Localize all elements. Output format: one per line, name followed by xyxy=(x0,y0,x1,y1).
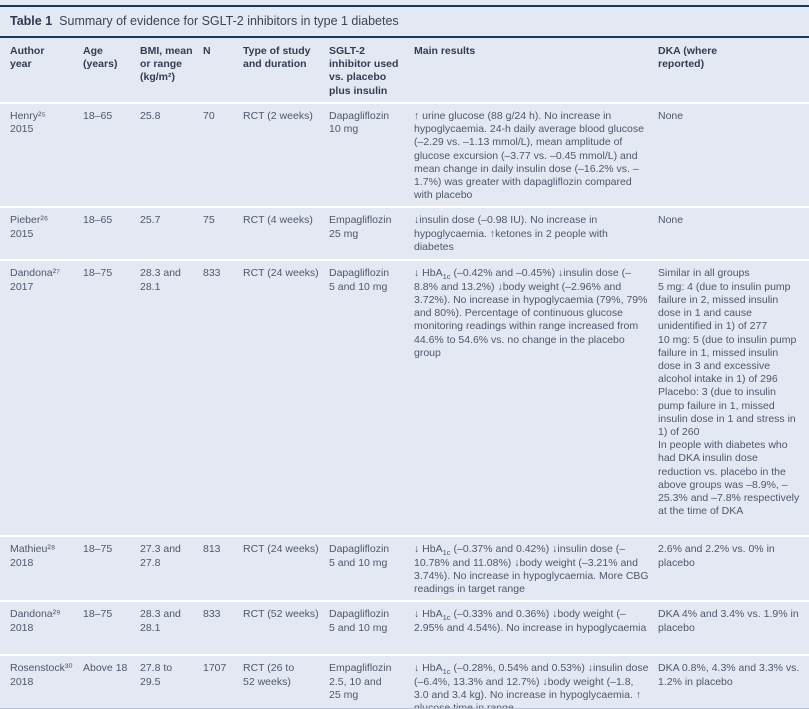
cell-study: RCT (4 weeks) xyxy=(243,208,329,262)
column-header-age: Age (years) xyxy=(83,38,140,104)
cell-age: 18–65 xyxy=(83,208,140,262)
column-header-inhibitor: SGLT-2 inhibitor used vs. placebo plus i… xyxy=(329,38,414,104)
cell-author: Rosenstock³⁰ 2018 xyxy=(10,662,73,688)
cell-main-results: ↑ urine glucose (88 g/24 h). No increase… xyxy=(414,104,658,209)
column-header-dka: DKA (where reported) xyxy=(658,38,809,104)
column-header-main-results: Main results xyxy=(414,38,658,104)
cell-age: 18–65 xyxy=(83,104,140,209)
evidence-table: Author year Age (years) BMI, mean or ran… xyxy=(0,38,809,709)
cell-inhibitor: Empagliflozin 2.5, 10 and 25 mg xyxy=(329,662,392,701)
caption-rule xyxy=(0,36,809,38)
cell-study: RCT (24 weeks) xyxy=(243,537,329,603)
cell-dka: DKA 4% and 3.4% vs. 1.9% in placebo xyxy=(658,602,809,657)
cell-main-results: ↓ HbA1c (–0.42% and –0.45%) ↓insulin dos… xyxy=(414,261,658,538)
cell-main-results: ↓ HbA1c (–0.28%, 0.54% and 0.53%) ↓insul… xyxy=(414,662,649,709)
column-header-study-type: Type of study and duration xyxy=(243,38,329,104)
cell-dka: DKA 0.8%, 4.3% and 3.3% vs. 1.2% in plac… xyxy=(658,662,800,688)
cell-bmi: 27.3 and 27.8 xyxy=(140,537,203,603)
cell-age: 18–75 xyxy=(83,537,140,603)
cell-main-results: ↓ HbA1c (–0.33% and 0.36%) ↓body weight … xyxy=(414,602,658,657)
table-row-dandona-2017: Dandona²⁷ 2017 18–75 28.3 and 28.1 833 R… xyxy=(0,261,809,538)
cell-author: Henry²⁵ 2015 xyxy=(0,104,83,209)
cell-age: Above 18 xyxy=(83,662,128,675)
cell-age: 18–75 xyxy=(83,261,140,538)
top-padding xyxy=(0,0,809,5)
cell-inhibitor: Dapagliflozin 5 and 10 mg xyxy=(329,261,414,538)
column-header-author-year: Author year xyxy=(0,38,83,104)
cell-study: RCT (2 weeks) xyxy=(243,104,329,209)
cell-dka: Similar in all groups 5 mg: 4 (due to in… xyxy=(658,261,809,538)
cell-author: Pieber²⁶ 2015 xyxy=(0,208,83,262)
cell-study: RCT (52 weeks) xyxy=(243,602,329,657)
cell-dka: None xyxy=(658,104,809,209)
cell-dka: 2.6% and 2.2% vs. 0% in placebo xyxy=(658,537,809,603)
table-row-pieber-2015: Pieber²⁶ 2015 18–65 25.7 75 RCT (4 weeks… xyxy=(0,208,809,262)
cell-bmi: 28.3 and 28.1 xyxy=(140,261,203,538)
header-row: Author year Age (years) BMI, mean or ran… xyxy=(0,38,809,104)
cell-author: Dandona²⁹ 2018 xyxy=(0,602,83,657)
cell-study: RCT (24 weeks) xyxy=(243,261,329,538)
cell-inhibitor: Empagliflozin 25 mg xyxy=(329,208,414,262)
table-title-text: Summary of evidence for SGLT-2 inhibitor… xyxy=(59,14,399,28)
cell-author: Dandona²⁷ 2017 xyxy=(0,261,83,538)
cell-n: 833 xyxy=(203,602,243,657)
cell-study: RCT (26 to 52 weeks) xyxy=(243,662,295,688)
cell-bmi: 25.7 xyxy=(140,208,203,262)
top-rule xyxy=(0,5,809,7)
cell-main-results: ↓insulin dose (–0.98 IU). No increase in… xyxy=(414,208,658,262)
cell-n: 75 xyxy=(203,208,243,262)
table-caption: Table 1 Summary of evidence for SGLT-2 in… xyxy=(0,7,809,36)
table-row-mathieu-2018: Mathieu²⁸ 2018 18–75 27.3 and 27.8 813 R… xyxy=(0,537,809,603)
table-number-label: Table 1 xyxy=(10,14,53,28)
cell-inhibitor: Dapagliflozin 5 and 10 mg xyxy=(329,602,414,657)
cell-n: 833 xyxy=(203,261,243,538)
cell-dka: None xyxy=(658,208,809,262)
cell-author: Mathieu²⁸ 2018 xyxy=(0,537,83,603)
cell-main-results: ↓ HbA1c (–0.37% and 0.42%) ↓insulin dose… xyxy=(414,537,658,603)
cell-n: 813 xyxy=(203,537,243,603)
cell-inhibitor: Dapagliflozin 5 and 10 mg xyxy=(329,537,414,603)
cell-n: 1707 xyxy=(203,662,227,675)
table-row-dandona-2018: Dandona²⁹ 2018 18–75 28.3 and 28.1 833 R… xyxy=(0,602,809,657)
cell-age: 18–75 xyxy=(83,602,140,657)
cell-bmi: 28.3 and 28.1 xyxy=(140,602,203,657)
cell-n: 70 xyxy=(203,104,243,209)
table-row-henry-2015: Henry²⁵ 2015 18–65 25.8 70 RCT (2 weeks)… xyxy=(0,104,809,209)
table-row-rosenstock-2018: Rosenstock³⁰ 2018 Above 18 27.8 to 29.5 … xyxy=(0,656,809,709)
column-header-bmi: BMI, mean or range (kg/m²) xyxy=(140,38,203,104)
cell-bmi: 25.8 xyxy=(140,104,203,209)
column-header-n: N xyxy=(203,38,243,104)
cell-bmi: 27.8 to 29.5 xyxy=(140,662,173,688)
cell-inhibitor: Dapagliflozin 10 mg xyxy=(329,104,414,209)
